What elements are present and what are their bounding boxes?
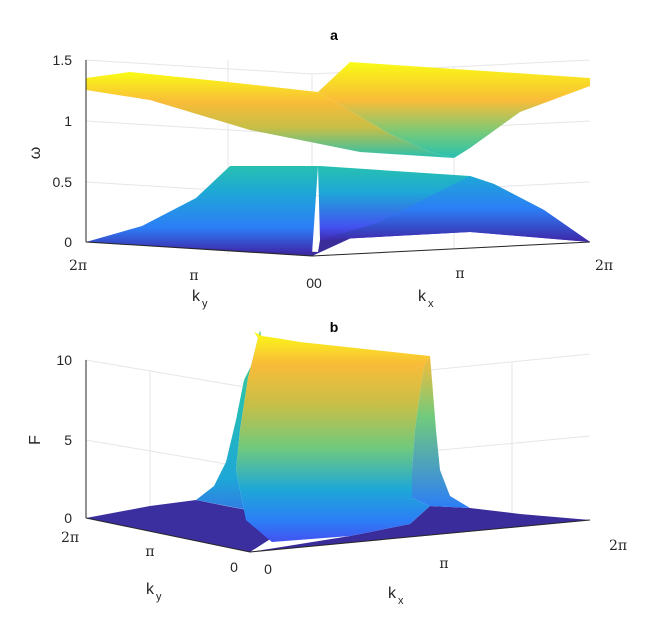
panel-a-ytick: 2π bbox=[69, 258, 87, 274]
svg-text:y: y bbox=[156, 591, 162, 603]
panel-a-ytick: π bbox=[189, 268, 198, 284]
panel-a-lower-band bbox=[86, 166, 590, 256]
panel-b-axes bbox=[85, 360, 591, 553]
panel-a-ztick: 1 bbox=[64, 113, 72, 129]
lower-band-right-slope bbox=[320, 176, 590, 242]
surface-b-ridge-front bbox=[196, 330, 300, 542]
panel-a-title: a bbox=[330, 27, 338, 43]
panel-a-ylabel: k y bbox=[192, 288, 208, 310]
panel-b-xtick: π bbox=[439, 556, 448, 572]
surface-b-ridge-top bbox=[236, 332, 430, 542]
panel-b: b 0 5 10 F 2π π 0 k y 0 π 2π k x bbox=[27, 319, 627, 607]
svg-text:x: x bbox=[428, 298, 434, 310]
surface-b-ridge-back bbox=[412, 356, 470, 508]
svg-text:y: y bbox=[202, 298, 208, 310]
svg-text:k: k bbox=[192, 288, 201, 305]
upper-band-right-wing bbox=[318, 62, 590, 158]
panel-b-xtick: 2π bbox=[609, 538, 627, 554]
panel-a-xlabel: k x bbox=[418, 288, 434, 310]
panel-a-ytick: 0 bbox=[306, 275, 314, 291]
panel-a-xtick: π bbox=[455, 266, 464, 282]
panel-b-xtick: 0 bbox=[264, 561, 272, 577]
panel-b-ytick: π bbox=[145, 544, 154, 560]
svg-text:k: k bbox=[418, 288, 427, 305]
svg-text:k: k bbox=[146, 581, 155, 598]
panel-b-ylabel: k y bbox=[146, 581, 162, 603]
upper-band-left-wing bbox=[86, 72, 454, 158]
panel-b-ztick: 10 bbox=[56, 352, 72, 368]
panel-a: a 0 0.5 1 1.5 ω 2π π 0 k y 0 π 2π k x bbox=[27, 27, 613, 310]
panel-b-title: b bbox=[330, 319, 339, 335]
panel-a-ztick: 0 bbox=[64, 234, 72, 250]
panel-a-zlabel: ω bbox=[27, 147, 44, 160]
panel-b-surface bbox=[86, 330, 590, 552]
panel-a-ztick: 0.5 bbox=[53, 174, 73, 190]
panel-b-zlabel: F bbox=[27, 435, 44, 445]
panel-b-ztick: 5 bbox=[64, 432, 72, 448]
panel-a-upper-band bbox=[86, 62, 590, 158]
panel-a-xtick: 2π bbox=[595, 258, 613, 274]
panel-b-xlabel: k x bbox=[388, 585, 404, 607]
panel-b-ztick: 0 bbox=[64, 510, 72, 526]
panel-b-ytick: 0 bbox=[230, 559, 238, 575]
panel-a-ztick: 1.5 bbox=[53, 52, 73, 68]
panel-b-ytick: 2π bbox=[61, 530, 79, 546]
svg-text:x: x bbox=[398, 595, 404, 607]
panel-a-xtick: 0 bbox=[314, 275, 322, 291]
surface-b-floor-right bbox=[250, 506, 590, 552]
panel-a-axes bbox=[85, 60, 591, 257]
svg-text:k: k bbox=[388, 585, 397, 602]
lower-band-front-face bbox=[86, 166, 318, 254]
